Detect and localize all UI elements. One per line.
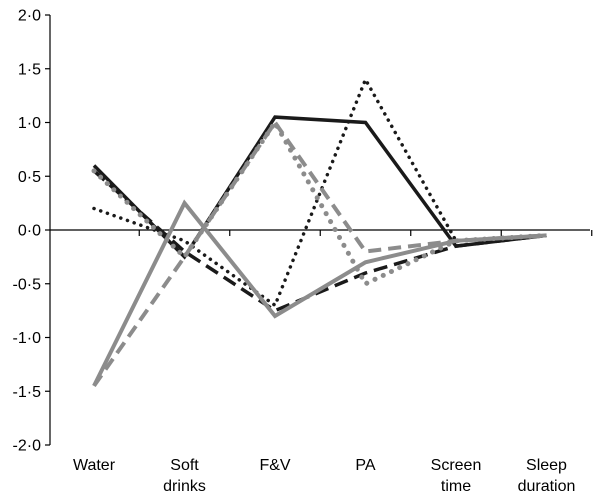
y-tick-label: -2·0 bbox=[13, 438, 42, 455]
x-category-label: PA bbox=[355, 457, 375, 474]
x-category-label-line: F&V bbox=[259, 457, 290, 474]
x-category-label-line: PA bbox=[355, 457, 375, 474]
x-category-label-line: Soft bbox=[170, 457, 199, 474]
y-tick-label: -0·5 bbox=[13, 276, 42, 293]
y-tick-label: -1·5 bbox=[13, 384, 42, 401]
data-series bbox=[91, 75, 549, 388]
x-category-label: Soft drinks bbox=[163, 457, 206, 495]
x-category-label-line: duration bbox=[518, 478, 576, 495]
x-category-label-line: Screen bbox=[431, 457, 482, 474]
x-category-label-line: Sleep bbox=[526, 457, 567, 474]
x-axis-ticks bbox=[138, 230, 593, 236]
series-line-2 bbox=[92, 169, 547, 313]
y-tick-label: 2·0 bbox=[18, 8, 41, 25]
series-line-5 bbox=[92, 118, 547, 388]
x-category-label-line: drinks bbox=[163, 478, 206, 495]
x-category-label-line: time bbox=[441, 478, 471, 495]
series-line-3 bbox=[92, 75, 549, 309]
y-tick-label: 0·5 bbox=[18, 169, 41, 186]
series-line-6 bbox=[91, 117, 549, 288]
x-category-label: Screen time bbox=[431, 457, 482, 495]
x-category-label: Sleep duration bbox=[518, 457, 576, 495]
x-category-label-line: Water bbox=[73, 457, 116, 474]
y-tick-label: 1·0 bbox=[18, 115, 41, 132]
y-axis-ticks: -2·0 -1·5 -1·0 -0·5 0·0 0·5 1·0 1·5 2·0 bbox=[13, 8, 50, 455]
y-tick-label: 0·0 bbox=[18, 223, 41, 240]
x-category-label: Water bbox=[73, 457, 116, 474]
y-tick-label: -1·0 bbox=[13, 330, 42, 347]
series-line-1 bbox=[92, 115, 547, 260]
x-category-label: F&V bbox=[259, 457, 290, 474]
y-tick-label: 1·5 bbox=[18, 61, 41, 78]
x-axis-category-labels: Water Soft drinks F&V PA Screen time Sleep durat… bbox=[73, 457, 575, 495]
